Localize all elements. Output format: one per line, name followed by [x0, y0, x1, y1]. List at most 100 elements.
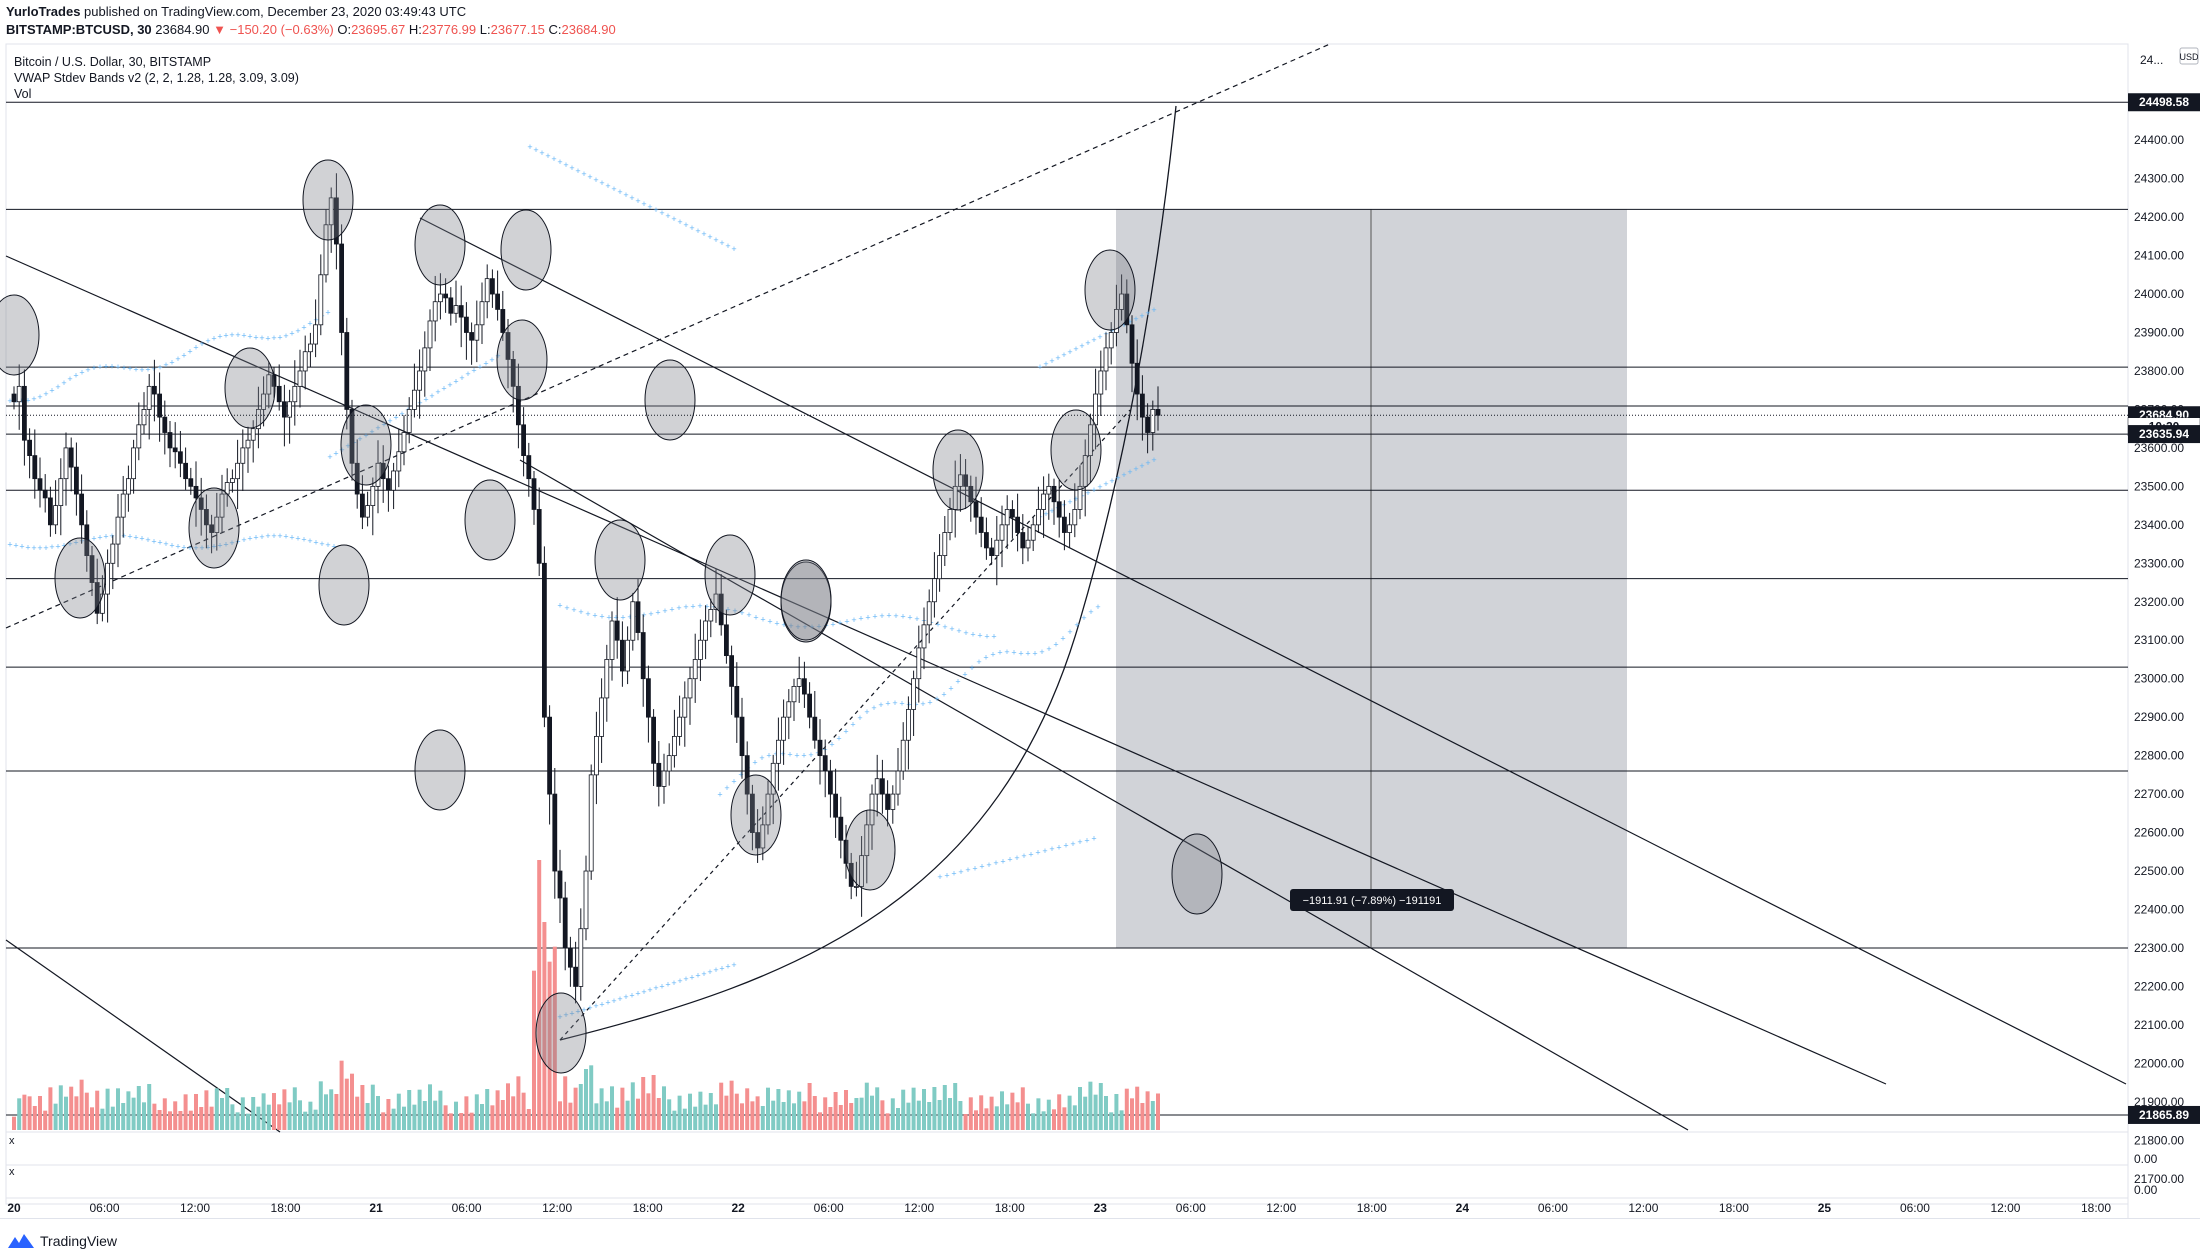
candle-body [1062, 516, 1067, 533]
vwap-marker: + [253, 533, 258, 543]
volume-bar [183, 1094, 188, 1130]
vwap-marker: + [970, 629, 975, 639]
vwap-marker: + [907, 612, 912, 622]
vwap-marker: + [836, 733, 841, 743]
author-name[interactable]: YurloTrades [6, 4, 81, 19]
dashed-trend-low [559, 409, 1131, 1041]
legend-symbol[interactable]: Bitcoin / U.S. Dollar, 30, BITSTAMP [14, 55, 212, 69]
tradingview-logo[interactable]: TradingView [8, 1233, 117, 1249]
volume-bar [136, 1086, 141, 1130]
candle-body [531, 478, 537, 510]
candle-body [245, 439, 251, 449]
y-tick-label: 23300.00 [2134, 556, 2184, 570]
wave-circle-12 [932, 429, 984, 511]
vwap-marker: + [1109, 476, 1114, 486]
candle-body [58, 478, 64, 507]
candle-body [750, 793, 755, 833]
volume-bar [318, 1081, 323, 1130]
vwap-marker: + [635, 989, 640, 999]
vwap-marker: + [695, 971, 700, 981]
volume-bar [152, 1103, 157, 1130]
candle-body [999, 524, 1005, 541]
vwap-marker: + [327, 452, 332, 462]
candle-body [396, 451, 402, 472]
candle-body [255, 409, 261, 430]
candle-body [1119, 293, 1124, 310]
volume-bar [558, 1101, 562, 1130]
volume-bar [922, 1089, 926, 1130]
vwap-marker: + [623, 190, 628, 200]
candle-body [807, 693, 812, 718]
candle-body [755, 832, 760, 849]
vwap-marker: + [653, 205, 658, 215]
volume-bar [178, 1111, 183, 1130]
vwap-marker: + [557, 157, 562, 167]
x-tick-label: 21 [369, 1201, 383, 1215]
volume-bar [781, 1102, 786, 1130]
price-axis[interactable]: 21700.00 21800.00 21900.00 22000.00 22100.00… [2134, 133, 2184, 1186]
volume-bar [308, 1101, 313, 1130]
volume-bar [116, 1088, 120, 1130]
price-label-text: 24498.58 [2139, 95, 2189, 109]
volume-bar [776, 1089, 781, 1130]
candle-body [489, 278, 495, 295]
vwap-marker: + [689, 223, 694, 233]
vwap-marker: + [1115, 473, 1120, 483]
vwap-marker: + [429, 391, 434, 401]
vwap-marker: + [145, 365, 150, 375]
legend-vol[interactable]: Vol [14, 87, 32, 101]
wave-circle-4 [302, 159, 354, 241]
candle-body [833, 793, 838, 818]
vwap-marker: + [259, 532, 264, 542]
y-tick-label: 21900.00 [2134, 1095, 2184, 1109]
vwap-marker: + [325, 540, 330, 550]
vwap-marker: + [738, 769, 743, 779]
vwap-marker: + [1077, 837, 1082, 847]
legend-vwap[interactable]: VWAP Stdev Bands v2 (2, 2, 1.28, 1.28, 3… [14, 71, 299, 85]
vwap-marker: + [665, 211, 670, 221]
candle-body [635, 601, 641, 633]
volume-bar [147, 1084, 152, 1130]
currency-button[interactable]: USD [2179, 47, 2199, 65]
vwap-marker: + [1060, 634, 1065, 644]
y-tick-label: 23800.00 [2134, 364, 2184, 378]
vwap-marker: + [1091, 335, 1096, 345]
candle-body [921, 624, 927, 649]
symbol-label[interactable]: BITSTAMP:BTCUSD, 30 [6, 22, 152, 37]
vwap-marker: + [767, 617, 772, 627]
vwap-marker: + [175, 541, 180, 551]
candle-body [703, 620, 708, 641]
vwap-marker: + [295, 533, 300, 543]
vwap-marker: + [1053, 639, 1058, 649]
volume-bar [386, 1099, 391, 1130]
volume-bar [672, 1110, 677, 1130]
vwap-marker: + [477, 362, 482, 372]
candle-body [401, 432, 407, 453]
vwap-marker: + [871, 703, 876, 713]
x-tick-label: 06:00 [1538, 1201, 1568, 1215]
x-tick-label: 06:00 [90, 1201, 120, 1215]
volume-bar [360, 1085, 365, 1130]
channel-line-4 [5, 939, 281, 1133]
high-value: 23776.99 [421, 22, 477, 37]
candle-body [604, 659, 610, 699]
time-axis[interactable]: 20 06:00 12:00 18:00 21 06:00 12:00 18:00 22 06:0… [7, 1201, 2111, 1215]
candle-body [958, 474, 963, 487]
vwap-marker: + [948, 683, 953, 693]
vwap-marker: + [683, 974, 688, 984]
candle-body [661, 770, 667, 787]
vwap-marker: + [265, 333, 270, 343]
vwap-marker: + [648, 609, 653, 619]
vwap-marker: + [746, 610, 751, 620]
volume-axis-label-2: 0.00 [2134, 1183, 2158, 1197]
vwap-marker: + [713, 235, 718, 245]
vwap-marker: + [1035, 848, 1040, 858]
candle-body [1010, 509, 1015, 518]
volume-bar [287, 1102, 292, 1130]
footer: TradingView [0, 1218, 2200, 1259]
volume-bar [1026, 1103, 1030, 1130]
volume-bar [901, 1089, 906, 1130]
candle-body [240, 447, 246, 464]
vwap-marker: + [843, 727, 848, 737]
